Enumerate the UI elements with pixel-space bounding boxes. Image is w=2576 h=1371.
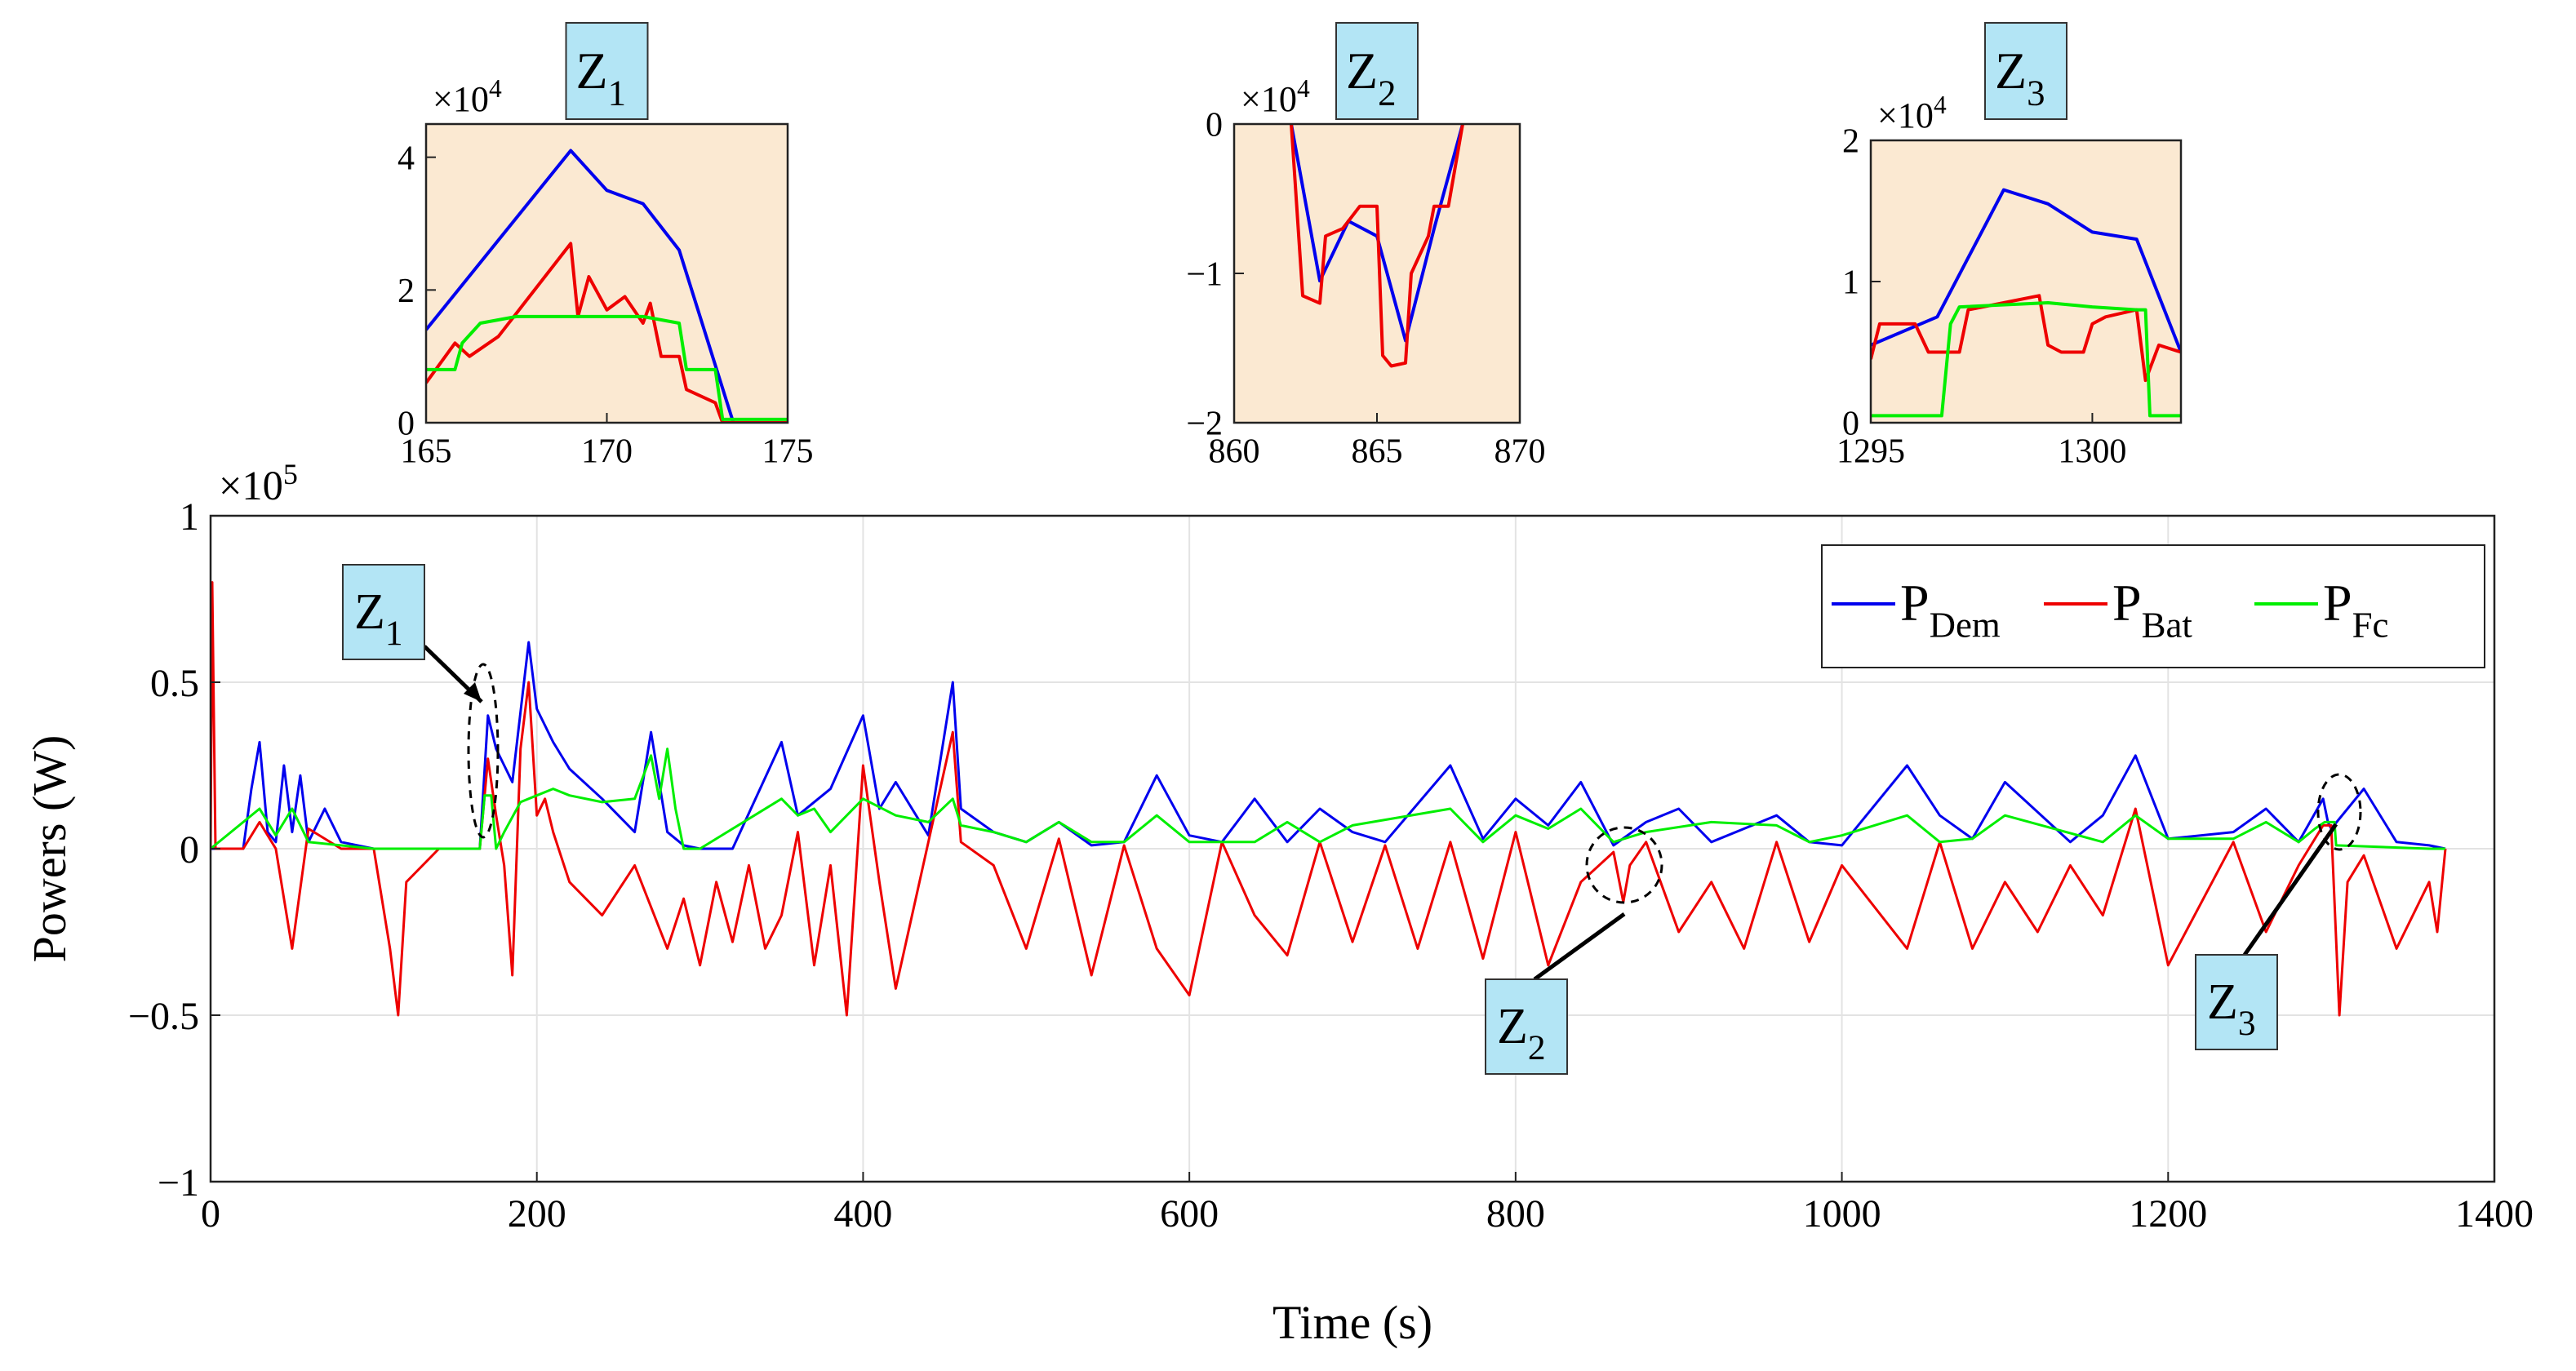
inset3-plot-area — [1871, 140, 2181, 423]
main-chart: 0 200 400 600 800 1000 1200 1400 −1 −0.5 0 0.5 1 ×105… — [23, 458, 2534, 1349]
y-exponent-label: ×104 — [1241, 74, 1310, 119]
series-bat-line — [211, 581, 2447, 1017]
y-tick-label: 1 — [1842, 264, 1859, 302]
series-fc-line — [1871, 301, 2181, 418]
inset3-title: Z3 — [1995, 42, 2045, 113]
x-tick-label: 400 — [833, 1192, 892, 1236]
y-tick-label: −1 — [1186, 256, 1223, 294]
inset3-title-box — [1984, 22, 2067, 120]
zoom-region-marker-1 — [467, 663, 500, 839]
x-tick-label: 1400 — [2455, 1192, 2534, 1236]
inset1-title: Z1 — [576, 42, 627, 113]
x-tick-label: 860 — [1209, 433, 1260, 470]
series-dem-line — [426, 149, 788, 423]
y-tick-label: 0 — [180, 828, 199, 872]
y-exponent-label: ×104 — [433, 74, 502, 119]
series-fc-line — [426, 314, 788, 421]
annotation-box-2 — [1485, 978, 1568, 1075]
y-tick-label: 0.5 — [150, 662, 199, 705]
annotation-label-1: Z1 — [354, 584, 403, 653]
annotation-arrowhead-1 — [464, 682, 482, 702]
legend: PDem PBat PFc — [1821, 544, 2485, 668]
x-tick-label: 1000 — [1803, 1192, 1881, 1236]
legend-label-dem: PDem — [1900, 574, 2001, 645]
x-tick-label: 200 — [508, 1192, 566, 1236]
x-tick-label: 870 — [1495, 433, 1546, 470]
inset3-series-group — [1871, 188, 2181, 418]
x-axis-label: Time (s) — [1272, 1296, 1432, 1349]
inset1-chart: 165 170 175 0 2 4 ×104 Z1 — [398, 22, 814, 470]
annotation-box-1 — [342, 564, 425, 660]
y-tick-label: 4 — [398, 140, 415, 177]
inset1-plot-area — [426, 124, 788, 423]
inset2-chart: 860 865 870 −2 −1 0 ×104 Z2 — [1186, 22, 1546, 470]
x-tick-label: 170 — [581, 433, 633, 470]
main-series-group — [211, 581, 2447, 1017]
annotation-box-3 — [2195, 954, 2278, 1050]
inset2-title: Z2 — [1346, 42, 1397, 113]
inset2-series-group — [1290, 124, 1464, 368]
y-axis-label: Powers (W) — [23, 735, 76, 963]
y-tick-label: 0 — [1842, 406, 1859, 443]
inset3-chart: 1295 1300 0 1 2 ×104 Z3 — [1837, 22, 2183, 470]
y-tick-label: 0 — [398, 406, 415, 443]
y-exponent-label: ×104 — [1877, 91, 1947, 135]
legend-label-fc: PFc — [2323, 574, 2388, 645]
x-tick-label: 1300 — [2058, 433, 2126, 470]
annotation-label-2: Z2 — [1497, 999, 1546, 1067]
y-tick-label: −1 — [158, 1161, 199, 1205]
y-exponent-label: ×105 — [219, 458, 298, 508]
inset1-series-group — [426, 149, 788, 423]
annotation-arrow-2 — [1533, 912, 1626, 982]
series-fc-line — [211, 748, 2445, 850]
series-bat-line — [1871, 294, 2181, 383]
y-tick-label: 0 — [1206, 107, 1223, 144]
inset1-title-box — [565, 22, 649, 120]
zoom-region-marker-2 — [1585, 826, 1663, 904]
x-tick-label: 1200 — [2129, 1192, 2207, 1236]
zoom-region-marker-3 — [2316, 773, 2362, 851]
annotation-arrow-3 — [2242, 823, 2338, 956]
x-tick-label: 600 — [1160, 1192, 1219, 1236]
x-tick-label: 865 — [1352, 433, 1403, 470]
x-tick-label: 175 — [762, 433, 814, 470]
series-bat-line — [426, 242, 788, 423]
x-tick-label: 165 — [401, 433, 452, 470]
y-tick-label: 2 — [398, 273, 415, 310]
series-bat-line — [1290, 124, 1464, 368]
x-tick-label: 0 — [201, 1192, 220, 1236]
series-dem-line — [1871, 188, 2181, 353]
inset2-plot-area — [1234, 124, 1520, 423]
annotation-label-3: Z3 — [2207, 974, 2256, 1043]
inset2-title-box — [1335, 22, 1419, 120]
y-tick-label: 1 — [180, 495, 199, 539]
legend-label-bat: PBat — [2112, 574, 2192, 645]
y-tick-label: 2 — [1842, 123, 1859, 161]
y-tick-label: −2 — [1186, 406, 1223, 443]
x-tick-label: 1295 — [1837, 433, 1905, 470]
x-tick-label: 800 — [1486, 1192, 1545, 1236]
y-tick-label: −0.5 — [128, 995, 199, 1038]
legend-box — [1821, 544, 2485, 668]
